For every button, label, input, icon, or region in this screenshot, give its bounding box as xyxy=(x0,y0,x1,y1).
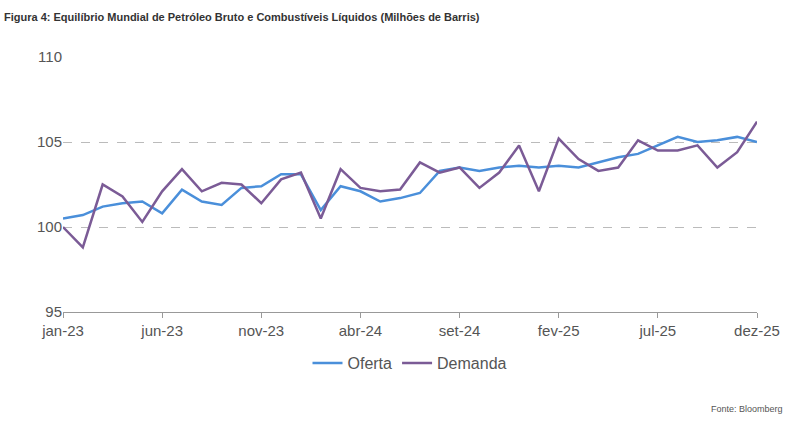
svg-text:jul-25: jul-25 xyxy=(639,322,677,339)
svg-text:set-24: set-24 xyxy=(439,322,481,339)
svg-text:105: 105 xyxy=(37,133,62,150)
svg-text:100: 100 xyxy=(37,218,62,235)
svg-text:nov-23: nov-23 xyxy=(238,322,284,339)
svg-text:95: 95 xyxy=(45,303,62,320)
svg-text:fev-25: fev-25 xyxy=(538,322,580,339)
svg-text:Oferta: Oferta xyxy=(348,355,393,372)
svg-text:Demanda: Demanda xyxy=(437,355,506,372)
svg-text:dez-25: dez-25 xyxy=(734,322,780,339)
svg-text:jun-23: jun-23 xyxy=(140,322,183,339)
svg-text:110: 110 xyxy=(38,48,62,65)
svg-text:jan-23: jan-23 xyxy=(41,322,84,339)
svg-text:abr-24: abr-24 xyxy=(339,322,382,339)
svg-text:Fonte: Bloomberg: Fonte: Bloomberg xyxy=(711,404,783,414)
svg-text:Figura 4: Equilíbrio Mundial d: Figura 4: Equilíbrio Mundial de Petróleo… xyxy=(4,11,480,23)
